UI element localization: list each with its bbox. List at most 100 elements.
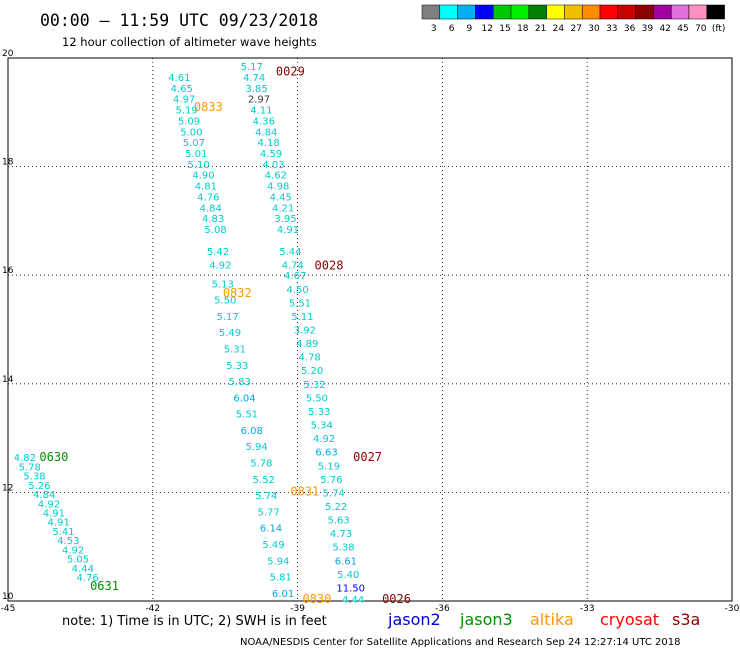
wave-height-point: 4.18 (258, 138, 280, 149)
wave-height-point: 6.61 (335, 556, 357, 567)
scale-label: 24 (553, 24, 565, 34)
scale-label: 21 (535, 24, 546, 34)
scale-swatch (528, 4, 547, 20)
wave-height-point: 4.36 (253, 116, 275, 127)
wave-height-point: 4.81 (195, 182, 217, 193)
scale-label: 36 (624, 24, 636, 34)
wave-height-point: 5.38 (332, 543, 354, 554)
pass-time-label: 0630 (39, 450, 68, 464)
scale-swatch (564, 4, 583, 20)
wave-height-point: 4.97 (173, 95, 195, 106)
wave-height-point: 5.38 (23, 472, 45, 483)
wave-height-point: 5.74 (323, 488, 345, 499)
scale-label: (ft) (712, 24, 726, 34)
wave-height-point: 5.19 (175, 106, 197, 117)
wave-height-point: 5.44 (279, 247, 301, 258)
wave-height-point: 5.08 (204, 225, 226, 236)
wave-height-point: 5.17 (216, 312, 238, 323)
pass-time-label: 0028 (315, 258, 344, 272)
wave-height-point: 4.78 (299, 353, 321, 364)
wave-height-point: 4.61 (168, 73, 190, 84)
satellite-legend-entry: altika (530, 610, 574, 629)
y-tick-labels: 10 12 14 16 18 20 (2, 49, 14, 602)
wave-height-point: 4.11 (250, 106, 272, 117)
wave-height-point: 5.20 (301, 366, 323, 377)
wave-height-point: 5.34 (311, 421, 333, 432)
wave-height-point: 4.65 (171, 84, 193, 95)
wave-height-point: 4.76 (77, 573, 99, 584)
wave-height-point: 5.09 (178, 116, 200, 127)
wave-height-point: 4.91 (277, 225, 299, 236)
wave-height-point: 4.50 (286, 285, 308, 296)
scale-swatch (635, 4, 654, 20)
wave-height-point: 4.91 (48, 518, 70, 529)
wave-height-point: 4.59 (260, 149, 282, 160)
scale-label: 27 (570, 24, 581, 34)
scale-swatch (546, 4, 565, 20)
scale-label: 39 (642, 24, 654, 34)
wave-height-point: 5.78 (250, 459, 272, 470)
pass-time-label: 0830 (302, 592, 331, 606)
color-scale-legend: 3 6 9 12 15 18 21 24 27 30 33 36 39 42 45 70 (ft) (421, 4, 726, 34)
wave-height-point: 4.91 (43, 508, 65, 519)
scale-label: 15 (499, 24, 510, 34)
y-tick-label: 16 (2, 266, 14, 276)
wave-height-point: 4.92 (38, 499, 60, 510)
y-tick-label: 18 (2, 158, 14, 168)
scale-swatch (706, 4, 725, 20)
wave-height-point: 5.94 (245, 442, 267, 453)
wave-height-point: 4.21 (272, 203, 294, 214)
wave-height-point: 5.19 (318, 461, 340, 472)
wave-height-point: 4.45 (270, 192, 292, 203)
wave-height-point: 5.41 (52, 527, 74, 538)
x-tick-labels: -45 -42 -39 -36 -33 -30 (1, 604, 740, 614)
wave-height-point: 5.05 (67, 555, 89, 566)
wave-height-point: 6.04 (233, 393, 255, 404)
wave-height-point: 5.07 (183, 138, 205, 149)
scale-swatch (421, 4, 441, 20)
wave-height-point: 5.22 (325, 502, 347, 513)
chart-title: 00:00 – 11:59 UTC 09/23/2018 (40, 11, 318, 30)
wave-height-point: 4.92 (313, 434, 335, 445)
pass-time-label: 0831 (290, 484, 319, 498)
scale-swatch (688, 4, 708, 20)
scale-label: 6 (449, 24, 455, 34)
scale-swatch (599, 4, 619, 20)
wave-height-point: 6.14 (260, 524, 282, 535)
x-tick-label: -30 (725, 604, 740, 614)
x-tick-label: -42 (145, 604, 160, 614)
scale-swatch (670, 4, 690, 20)
wave-height-point: 5.74 (255, 491, 277, 502)
scale-label: 70 (695, 24, 707, 34)
pass-time-label: 0833 (194, 100, 223, 114)
wave-height-point: 6.01 (272, 589, 294, 600)
pass-time-label: 0631 (90, 579, 119, 593)
wave-height-point: 4.89 (296, 339, 318, 350)
wave-height-point: 4.92 (62, 545, 84, 556)
pass-time-label: 0832 (223, 286, 252, 300)
scale-label: 30 (588, 24, 600, 34)
x-tick-label: -45 (1, 604, 16, 614)
x-tick-label: -39 (290, 604, 305, 614)
scale-label: 12 (481, 24, 492, 34)
wave-height-point: 4.98 (267, 182, 289, 193)
pass-time-label: 0027 (353, 450, 382, 464)
wave-height-point: 5.77 (258, 507, 280, 518)
wave-height-point: 5.49 (262, 540, 284, 551)
wave-height-point: 5.40 (337, 570, 359, 581)
scale-swatch (492, 4, 512, 20)
footer-credit: NOAA/NESDIS Center for Satellite Applica… (240, 637, 681, 648)
scale-swatch (617, 4, 636, 20)
scale-label: 9 (467, 24, 473, 34)
wave-height-point: 5.50 (214, 296, 236, 307)
wave-height-point: 4.62 (265, 171, 287, 182)
satellite-legend: jason2 jason3 altika cryosat s3a (387, 610, 700, 629)
wave-height-point: 4.74 (282, 260, 304, 271)
wave-height-point: 5.00 (180, 127, 202, 138)
wave-height-point: 4.76 (197, 192, 219, 203)
grid-lines (8, 58, 732, 601)
satellite-legend-entry: jason2 (387, 610, 441, 629)
wave-height-point: 5.63 (327, 516, 349, 527)
satellite-legend-entry: s3a (672, 610, 700, 629)
